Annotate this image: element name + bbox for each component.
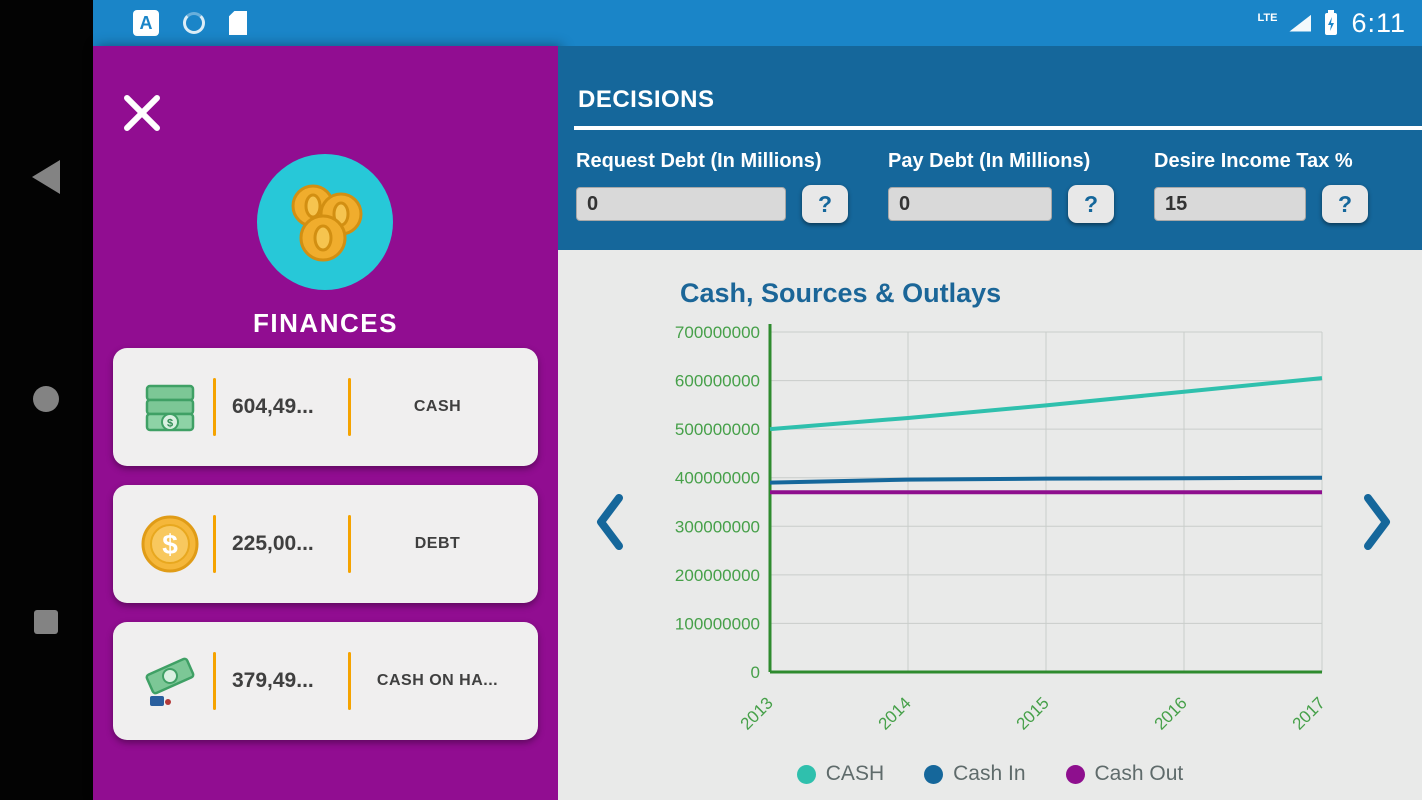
home-icon[interactable] (33, 386, 59, 412)
svg-text:0: 0 (751, 663, 760, 682)
decisions-header: DECISIONS (558, 46, 1422, 130)
signal-strength-icon (1289, 14, 1312, 32)
chart-panel: Cash, Sources & Outlays 0 100000000 200000… (558, 250, 1422, 800)
battery-charging-icon (1325, 10, 1338, 35)
previous-chart-chevron-icon[interactable] (595, 494, 625, 555)
svg-text:2016: 2016 (1151, 693, 1191, 733)
system-status-icons: LTE 6:11 (1257, 8, 1406, 39)
pay-debt-input[interactable] (888, 187, 1052, 221)
legend-item-cash-in: Cash In (924, 762, 1026, 786)
notification-icons: A (133, 10, 247, 36)
divider (213, 652, 216, 710)
cash-sources-outlays-chart: 0 100000000 200000000 300000000 400000000 500… (675, 323, 1329, 734)
sim-card-icon (229, 11, 247, 35)
debt-value: 225,00... (232, 532, 314, 555)
svg-text:700000000: 700000000 (675, 323, 760, 342)
svg-text:2017: 2017 (1289, 693, 1329, 733)
debt-coin-icon: $ (127, 513, 213, 575)
pay-debt-label: Pay Debt (In Millions) (888, 150, 1091, 172)
svg-text:2014: 2014 (875, 693, 915, 733)
android-nav-bar (0, 0, 93, 800)
legend-dot-cash-in-icon (924, 764, 944, 784)
legend-label-cash-in: Cash In (953, 762, 1026, 785)
cash-card[interactable]: $ 604,49... CASH (113, 348, 538, 466)
loading-notification-icon (183, 12, 205, 34)
income-tax-label: Desire Income Tax % (1154, 150, 1353, 172)
income-tax-help-button[interactable]: ? (1322, 185, 1368, 223)
legend-dot-cash-out-icon (1065, 764, 1085, 784)
clock: 6:11 (1351, 7, 1406, 38)
svg-text:200000000: 200000000 (675, 566, 760, 585)
svg-text:2015: 2015 (1013, 693, 1053, 733)
divider (348, 652, 351, 710)
income-tax-field: Desire Income Tax % ? (1154, 150, 1368, 250)
income-tax-input[interactable] (1154, 187, 1306, 221)
divider (348, 515, 351, 573)
cash-on-hand-label: CASH ON HA... (376, 672, 499, 689)
request-debt-input[interactable] (576, 187, 786, 221)
svg-text:$: $ (167, 418, 173, 430)
legend-label-cash: CASH (825, 762, 885, 785)
drawer-title: FINANCES (253, 308, 398, 338)
next-chart-chevron-icon[interactable] (1362, 494, 1392, 555)
debt-card[interactable]: $ 225,00... DEBT (113, 485, 538, 603)
status-bar: A LTE 6:11 (93, 0, 1422, 46)
legend-label-cash-out: Cash Out (1094, 762, 1184, 785)
svg-text:2013: 2013 (737, 693, 777, 733)
page-title: DECISIONS (578, 86, 715, 113)
pay-debt-field: Pay Debt (In Millions) ? (888, 150, 1114, 250)
cash-on-hand-icon (127, 650, 213, 712)
cash-on-hand-value: 379,49... (232, 669, 314, 692)
request-debt-field: Request Debt (In Millions) ? (576, 150, 848, 250)
header-underline (574, 126, 1422, 130)
legend-dot-cash-icon (796, 764, 816, 784)
decisions-inputs-row: Request Debt (In Millions) ? Pay Debt (I… (558, 130, 1422, 250)
request-debt-label: Request Debt (In Millions) (576, 150, 822, 172)
debt-label: DEBT (414, 535, 461, 552)
legend-item-cash: CASH (796, 762, 885, 786)
cash-on-hand-card[interactable]: 379,49... CASH ON HA... (113, 622, 538, 740)
main-content: DECISIONS Request Debt (In Millions) ? P… (558, 46, 1422, 800)
recents-icon[interactable] (34, 610, 58, 634)
request-debt-help-button[interactable]: ? (802, 185, 848, 223)
svg-text:400000000: 400000000 (675, 469, 760, 488)
finances-coins-icon (257, 154, 393, 290)
cash-bills-icon: $ (127, 378, 213, 436)
chart-title: Cash, Sources & Outlays (680, 278, 1002, 308)
svg-text:$: $ (162, 529, 178, 560)
chart-legend: CASH Cash In Cash Out (558, 762, 1422, 786)
back-icon[interactable] (32, 160, 60, 194)
pay-debt-help-button[interactable]: ? (1068, 185, 1114, 223)
svg-text:300000000: 300000000 (675, 517, 760, 536)
network-type-label: LTE (1257, 11, 1278, 24)
legend-item-cash-out: Cash Out (1065, 762, 1184, 786)
svg-text:500000000: 500000000 (675, 420, 760, 439)
notification-app-a-icon: A (133, 10, 159, 36)
close-icon[interactable] (119, 90, 165, 136)
svg-text:600000000: 600000000 (675, 372, 760, 391)
finance-cards: $ 604,49... CASH $ 225,00... (113, 348, 538, 740)
divider (213, 378, 216, 436)
cash-label: CASH (413, 398, 462, 415)
divider (348, 378, 351, 436)
cash-value: 604,49... (232, 395, 314, 418)
svg-text:100000000: 100000000 (675, 614, 760, 633)
finances-drawer: FINANCES $ 604,49... CASH (93, 46, 558, 800)
divider (213, 515, 216, 573)
